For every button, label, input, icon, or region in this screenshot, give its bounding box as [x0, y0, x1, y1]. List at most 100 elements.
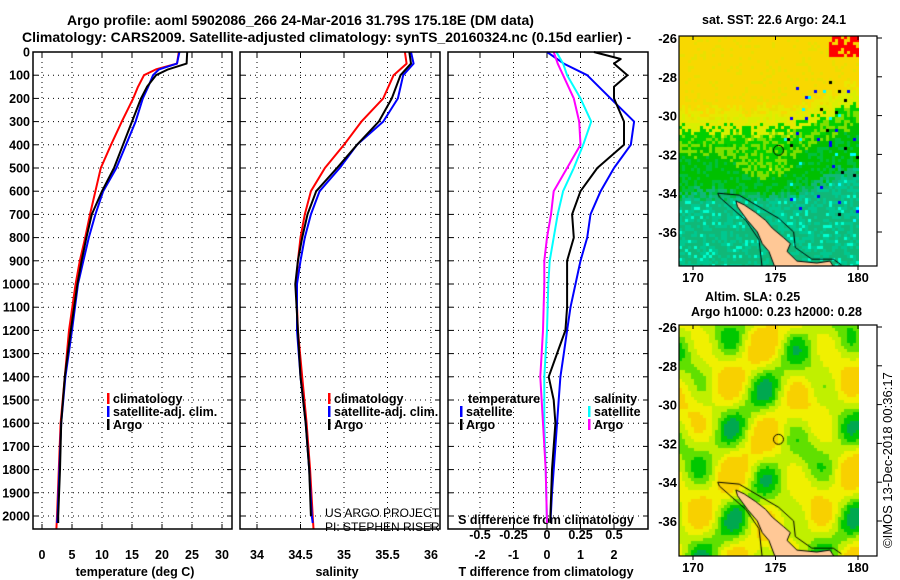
s-diff-tick-label: -0.25	[499, 528, 528, 542]
depth-tick-label: 1000	[2, 278, 30, 292]
depth-tick-label: 100	[9, 69, 30, 83]
difference-xtick-label: -1	[508, 548, 519, 562]
sst-map-frame	[678, 35, 878, 267]
depth-tick-label: 400	[9, 138, 30, 152]
sla-map-lon-label: 180	[847, 560, 869, 575]
diff-legend-salinity-label: satellite	[594, 405, 641, 419]
temperature-xtick-label: 25	[185, 548, 199, 562]
sla-map-lat-label: -30	[658, 398, 677, 413]
salinity-xtick-label: 34	[250, 548, 264, 562]
s-diff-tick-label: 0.25	[568, 528, 592, 542]
difference-xtick-label: 2	[611, 548, 618, 562]
temperature-line-climatology	[55, 51, 180, 529]
sla-map-lat-label: -26	[658, 320, 677, 335]
temperature-xtick-label: 0	[39, 548, 46, 562]
depth-tick-label: 900	[9, 254, 30, 268]
temperature-xtick-label: 15	[125, 548, 139, 562]
sst-map-lat-label: -34	[658, 186, 678, 201]
temperature-xtick-label: 10	[95, 548, 109, 562]
sst-map-lat-label: -28	[658, 70, 677, 85]
sla-map-frame	[678, 324, 878, 557]
salinity-legend-label: Argo	[334, 418, 364, 432]
difference-line-temperature-argo	[547, 51, 629, 523]
depth-tick-label: 1600	[2, 417, 30, 431]
temperature-legend-label: climatology	[113, 392, 183, 406]
sst-map-lon-label: 175	[765, 270, 787, 285]
title-line-1: Argo profile: aoml 5902086_266 24-Mar-20…	[67, 12, 534, 28]
salinity-line-argo	[294, 51, 412, 517]
depth-tick-label: 800	[9, 231, 30, 245]
sst-map-canvas	[679, 36, 859, 266]
credit-line-1: US ARGO PROJECT	[325, 506, 440, 520]
salinity-xtick-label: 36	[424, 548, 438, 562]
salinity-line-climatology	[295, 51, 408, 529]
depth-tick-label: 700	[9, 208, 30, 222]
sla-map-lat-label: -34	[658, 475, 678, 490]
salinity-xlabel: salinity	[315, 565, 358, 579]
s-diff-tick-label: 0	[544, 528, 551, 542]
copyright-text: ©IMOS 13-Dec-2018 00:36:17	[880, 372, 895, 548]
sla-map-lon-label: 175	[765, 560, 787, 575]
depth-tick-label: 2000	[2, 510, 30, 524]
sst-map-lon-label: 170	[682, 270, 704, 285]
difference-line-salinity-argo	[539, 51, 582, 524]
sla-map-title-2: Argo h1000: 0.23 h2000: 0.28	[691, 305, 862, 319]
sst-map-lat-label: -36	[658, 225, 677, 240]
sla-map-lon-label: 170	[682, 560, 704, 575]
diff-legend-header-temperature: temperature	[468, 392, 540, 406]
sla-map-canvas	[679, 325, 859, 556]
sla-map-title-1: Altim. SLA: 0.25	[705, 290, 800, 304]
depth-tick-label: 500	[9, 162, 30, 176]
depth-tick-label: 300	[9, 115, 30, 129]
diff-legend-temperature-swatch	[460, 406, 463, 417]
salinity-xtick-label: 34.5	[288, 548, 312, 562]
difference-line-temperature-satellite	[546, 51, 636, 524]
s-diff-tick-label: -0.5	[469, 528, 491, 542]
salinity-legend-swatch	[328, 406, 331, 417]
difference-line-salinity-satellite	[543, 51, 593, 524]
temperature-legend-swatch	[107, 406, 110, 417]
depth-tick-label: 600	[9, 185, 30, 199]
temperature-line-argo	[57, 51, 189, 523]
salinity-legend-swatch	[328, 419, 331, 430]
salinity-frame	[239, 51, 441, 530]
salinity-xtick-label: 35	[337, 548, 351, 562]
temperature-legend-swatch	[107, 393, 110, 404]
temperature-legend-label: satellite-adj. clim.	[113, 405, 217, 419]
sst-map-title: sat. SST: 22.6 Argo: 24.1	[702, 13, 846, 27]
credit-line-2: PI: STEPHEN RISER	[325, 520, 440, 534]
diff-legend-temperature-label: Argo	[466, 418, 496, 432]
salinity-legend-swatch	[328, 393, 331, 404]
difference-frame	[447, 51, 649, 530]
depth-tick-label: 1100	[3, 301, 30, 315]
temperature-xtick-label: 5	[69, 548, 76, 562]
depth-tick-label: 0	[23, 46, 30, 60]
depth-tick-label: 1200	[2, 324, 30, 338]
t-diff-xlabel: T difference from climatology	[458, 565, 633, 579]
diff-legend-temperature-label: satellite	[466, 405, 513, 419]
depth-tick-label: 1300	[2, 347, 30, 361]
title-line-2: Climatology: CARS2009. Satellite-adjuste…	[22, 29, 632, 45]
temperature-frame	[32, 51, 233, 530]
depth-tick-label: 1700	[2, 440, 30, 454]
difference-xtick-label: 0	[544, 548, 551, 562]
s-diff-tick-label: 0.5	[605, 528, 622, 542]
temperature-xtick-label: 20	[155, 548, 169, 562]
depth-tick-label: 1500	[2, 394, 30, 408]
temperature-legend-label: Argo	[113, 418, 143, 432]
salinity-xtick-label: 35.5	[375, 548, 399, 562]
temperature-legend-swatch	[107, 419, 110, 430]
depth-tick-label: 1900	[2, 486, 30, 500]
temperature-xtick-label: 30	[215, 548, 229, 562]
sst-map-lat-label: -30	[658, 109, 677, 124]
sla-map-lat-label: -36	[658, 514, 677, 529]
diff-legend-salinity-swatch	[588, 406, 591, 417]
salinity-legend-label: satellite-adj. clim.	[334, 405, 438, 419]
sst-map-lon-label: 180	[847, 270, 869, 285]
diff-legend-header-salinity: salinity	[594, 392, 637, 406]
depth-tick-label: 1400	[2, 370, 30, 384]
difference-xtick-label: -2	[474, 548, 485, 562]
diff-legend-salinity-swatch	[588, 419, 591, 430]
